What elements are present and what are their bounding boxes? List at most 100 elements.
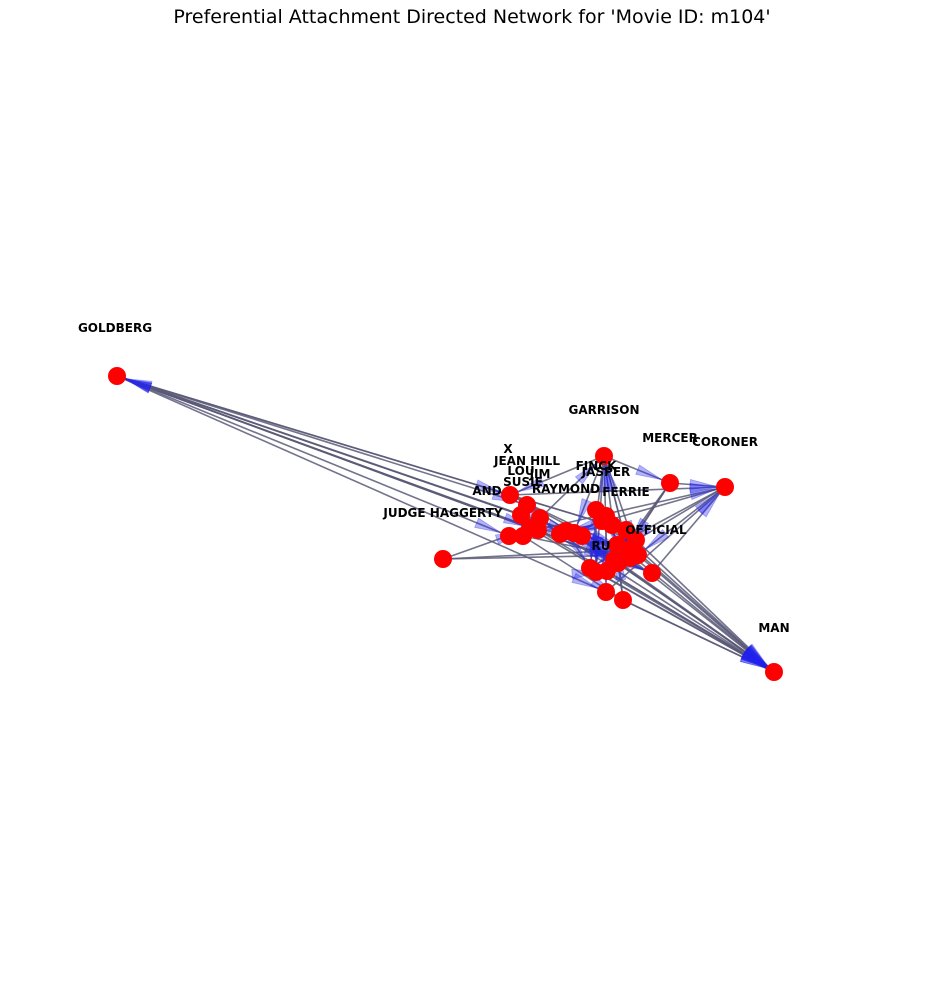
node-x [501, 486, 519, 504]
edge-arrowhead [741, 647, 767, 668]
edge-arrowhead [588, 532, 600, 560]
edge-arrowhead [741, 647, 767, 668]
node-n16 [521, 519, 539, 537]
edge [622, 599, 775, 673]
edge-arrowhead [603, 464, 615, 492]
edge-arrowhead [740, 648, 767, 668]
node-label: OFFICIAL [625, 523, 687, 537]
node-label: JASPER [581, 465, 631, 479]
edge-arrowhead [689, 488, 717, 501]
edge-arrowhead [590, 536, 602, 564]
edge-arrowhead [739, 651, 767, 669]
node-label: MAN [758, 621, 789, 635]
node-label: JUDGE HAGGERTY [382, 506, 503, 520]
node-label: FINCK [576, 459, 618, 473]
node-label: RU [592, 539, 611, 553]
edge-arrowhead [740, 649, 767, 668]
node-goldberg [108, 367, 126, 385]
edge [605, 486, 726, 593]
node-andy [500, 527, 518, 545]
edge-arrowhead [635, 464, 662, 480]
node-n11 [614, 591, 632, 609]
edge-arrowhead [689, 482, 717, 494]
edge [617, 562, 775, 673]
edge-arrowhead [576, 498, 592, 525]
edge [669, 482, 726, 488]
edge-arrowhead [518, 476, 545, 492]
edge-arrowhead [697, 493, 720, 518]
node-lou [512, 506, 530, 524]
node-label: X [503, 442, 513, 456]
node-label: MERCER [642, 431, 698, 445]
node-n14 [621, 549, 639, 567]
edge-arrowhead [605, 464, 619, 492]
node-coroner [716, 478, 734, 496]
edge [559, 533, 775, 673]
node-label: CORONER [692, 435, 758, 449]
edge [635, 539, 775, 673]
edge-arrowhead [741, 648, 767, 668]
edge-arrowhead [599, 464, 611, 492]
edge [509, 455, 605, 496]
edge [637, 486, 726, 556]
node-n10 [597, 583, 615, 601]
edge-arrowhead [740, 649, 767, 668]
edge-arrowhead [743, 644, 768, 667]
edge-arrowhead [474, 479, 502, 493]
node-label: FERRIE [602, 485, 650, 499]
node-garrison [595, 447, 613, 465]
node-n3 [565, 524, 583, 542]
edge-arrowhead [583, 544, 610, 560]
node-man [765, 663, 783, 681]
edge [116, 375, 607, 593]
edge-arrowhead [694, 492, 719, 515]
edge-arrowhead [741, 647, 767, 668]
node-label: GARRISON [569, 403, 640, 417]
edge-arrowhead [744, 644, 768, 667]
edge-arrowhead [743, 645, 768, 667]
node-label: GOLDBERG [78, 321, 152, 335]
edge-arrowhead [739, 651, 767, 669]
edge-arrowhead [125, 378, 153, 394]
node-label: RAYMOND [532, 482, 600, 496]
edges-layer [116, 375, 775, 673]
edge-arrowhead [740, 649, 767, 668]
edge-arrowhead [125, 378, 153, 393]
edge-arrowhead [592, 536, 604, 564]
node-label: SUSIE [503, 475, 543, 489]
edge-arrowhead [125, 378, 153, 394]
edge-arrowhead [125, 378, 153, 392]
edge-arrowhead [574, 461, 598, 485]
edge-arrowhead [571, 572, 598, 589]
edge [116, 375, 583, 537]
edge-arrowhead [741, 647, 767, 668]
edge-arrowhead [743, 644, 768, 667]
node-judge-haggerty [434, 550, 452, 568]
edge-arrowhead [689, 478, 717, 490]
edge-arrowhead [744, 643, 768, 667]
edge-arrowhead [474, 517, 501, 533]
edge [509, 486, 726, 496]
edge [651, 486, 726, 574]
node-label: LOU [507, 464, 534, 478]
node-n9 [643, 564, 661, 582]
node-label: JEAN HILL [493, 454, 560, 468]
edge [606, 570, 775, 673]
edge [603, 455, 671, 484]
edge [116, 375, 510, 537]
node-label: AND [472, 484, 501, 498]
edge-arrowhead [740, 649, 767, 668]
edge-arrowhead [644, 528, 670, 550]
node-n15 [551, 525, 569, 543]
node-n12 [581, 559, 599, 577]
edge [442, 549, 626, 560]
edge-arrowhead [742, 645, 768, 667]
chart-title: Preferential Attachment Directed Network… [173, 6, 771, 28]
node-mercer [661, 474, 679, 492]
edge-arrowhead [589, 546, 617, 558]
nodes-layer [108, 367, 783, 681]
node-n18 [603, 516, 621, 534]
